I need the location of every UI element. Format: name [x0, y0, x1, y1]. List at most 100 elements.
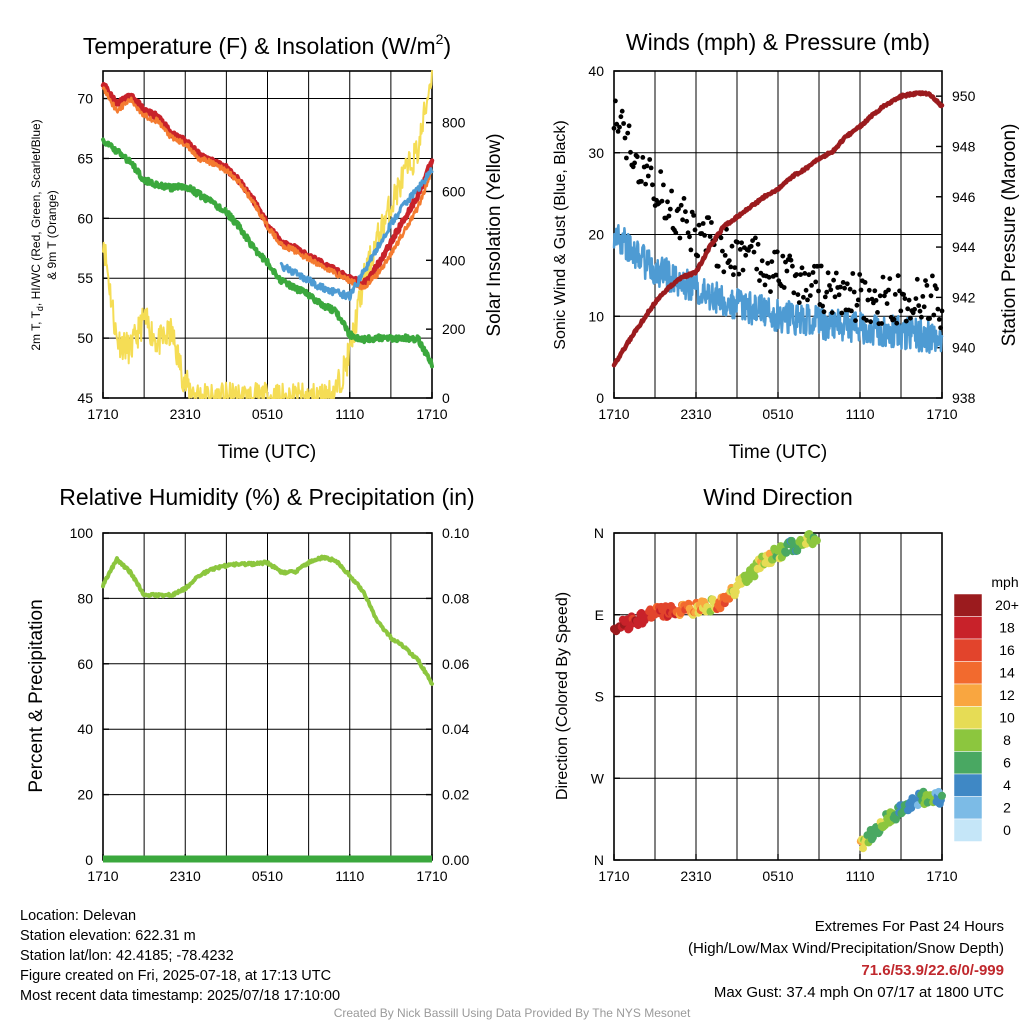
gust-point — [912, 306, 917, 312]
gust-point — [864, 317, 869, 323]
y2-tick-label: 400 — [442, 252, 466, 268]
gust-point — [740, 267, 746, 273]
wind-direction-point — [938, 791, 946, 800]
gust-point — [666, 213, 672, 219]
gust-point — [718, 235, 724, 241]
gust-point — [898, 308, 904, 314]
gust-point — [903, 318, 909, 324]
gust-point — [880, 274, 886, 280]
gust-point — [684, 218, 690, 224]
y2-tick-label: 600 — [442, 183, 466, 199]
x-tick-label: 1710 — [598, 868, 629, 884]
sonic-wind-line — [612, 224, 944, 354]
gust-point — [901, 292, 906, 297]
gust-point — [865, 297, 871, 303]
max-gust: Max Gust: 37.4 mph On 07/17 at 1800 UTC — [713, 984, 1004, 1001]
gust-point — [707, 234, 713, 239]
y-tick-label: 10 — [588, 308, 604, 324]
gust-point — [935, 306, 941, 312]
wind-direction-point — [782, 548, 791, 557]
gust-point — [855, 297, 861, 303]
gust-point — [673, 230, 679, 236]
gust-point — [828, 287, 834, 293]
winds-pressure-panel: 1710 2310 0510 1110 171001020304093894094294… — [552, 29, 1020, 463]
legend-swatch — [953, 751, 983, 775]
gust-point — [831, 277, 836, 283]
x-tick-label: 0510 — [762, 868, 793, 884]
gust-point — [665, 199, 670, 205]
gust-point — [755, 241, 761, 247]
legend-label: 14 — [999, 665, 1015, 681]
gust-point — [784, 268, 790, 274]
legend-label: 10 — [999, 710, 1015, 726]
extremes-values: 71.6/53.9/22.6/0/-999 — [861, 962, 1004, 979]
y-axis-label: Percent & Precipitation — [26, 599, 47, 792]
gust-point — [822, 294, 828, 300]
gust-point — [736, 271, 742, 277]
solar-insolation-line — [102, 70, 433, 399]
station-pressure-line — [611, 90, 945, 368]
x-tick-label: 1710 — [416, 868, 447, 884]
heat-index-line — [279, 167, 434, 302]
gust-point — [611, 125, 617, 131]
gust-point — [897, 288, 902, 294]
gust-point — [821, 309, 827, 315]
gust-point — [692, 227, 698, 233]
y-tick-label: 0 — [85, 852, 93, 868]
gust-point — [709, 220, 714, 225]
gust-point — [851, 289, 857, 295]
humidity-precipitation-panel: 1710 2310 0510 1110 17100204060801000.000.02… — [26, 484, 475, 884]
y-tick-label: N — [594, 852, 604, 868]
chart-title: Winds (mph) & Pressure (mb) — [626, 29, 930, 55]
figure-created: Figure created on Fri, 2025-07-18, at 17… — [20, 968, 332, 984]
gust-point — [814, 263, 820, 269]
gust-point — [715, 263, 721, 269]
gust-point — [836, 292, 842, 298]
x-tick-label: 0510 — [762, 406, 793, 422]
gust-point — [743, 252, 749, 258]
gust-point — [927, 316, 932, 321]
gust-point — [794, 272, 799, 277]
gust-point — [774, 249, 780, 255]
y-tick-label: E — [595, 607, 604, 623]
y-tick-label: 50 — [77, 330, 93, 346]
y2-tick-label: 0 — [442, 390, 450, 406]
gust-point — [648, 165, 654, 171]
gust-point — [766, 274, 772, 280]
gust-point — [748, 243, 754, 249]
gust-point — [805, 297, 810, 303]
gust-point — [803, 287, 809, 293]
gust-point — [614, 121, 620, 127]
gust-point — [661, 182, 666, 188]
gust-point — [882, 293, 887, 299]
gust-point — [809, 283, 814, 288]
gust-point — [849, 308, 854, 314]
y2-tick-label: 948 — [952, 138, 976, 154]
gust-point — [729, 243, 735, 249]
y2-tick-label: 0.02 — [442, 787, 469, 803]
gust-point — [759, 258, 765, 264]
gust-point — [626, 123, 632, 129]
gust-point — [928, 293, 934, 299]
gust-point — [640, 155, 646, 160]
gust-point — [615, 129, 621, 134]
station-latlon: Station lat/lon: 42.4185; -78.4232 — [20, 948, 234, 964]
gust-point — [875, 310, 880, 315]
gust-point — [934, 286, 939, 292]
legend-swatch — [953, 728, 983, 752]
wind-direction-point — [868, 833, 877, 842]
gust-point — [832, 294, 838, 300]
gust-point — [683, 209, 688, 215]
y-tick-label: 65 — [77, 150, 93, 166]
gust-point — [917, 308, 923, 314]
y-tick-label: 20 — [77, 787, 93, 803]
y2-tick-label: 940 — [952, 340, 976, 356]
x-tick-label: 2310 — [680, 868, 711, 884]
y-tick-label: W — [591, 770, 605, 786]
gust-point — [894, 320, 900, 326]
gust-point — [919, 314, 924, 320]
gust-point — [751, 249, 757, 255]
gust-point — [916, 303, 922, 308]
gust-point — [732, 265, 738, 270]
x-tick-label: 1710 — [598, 406, 629, 422]
